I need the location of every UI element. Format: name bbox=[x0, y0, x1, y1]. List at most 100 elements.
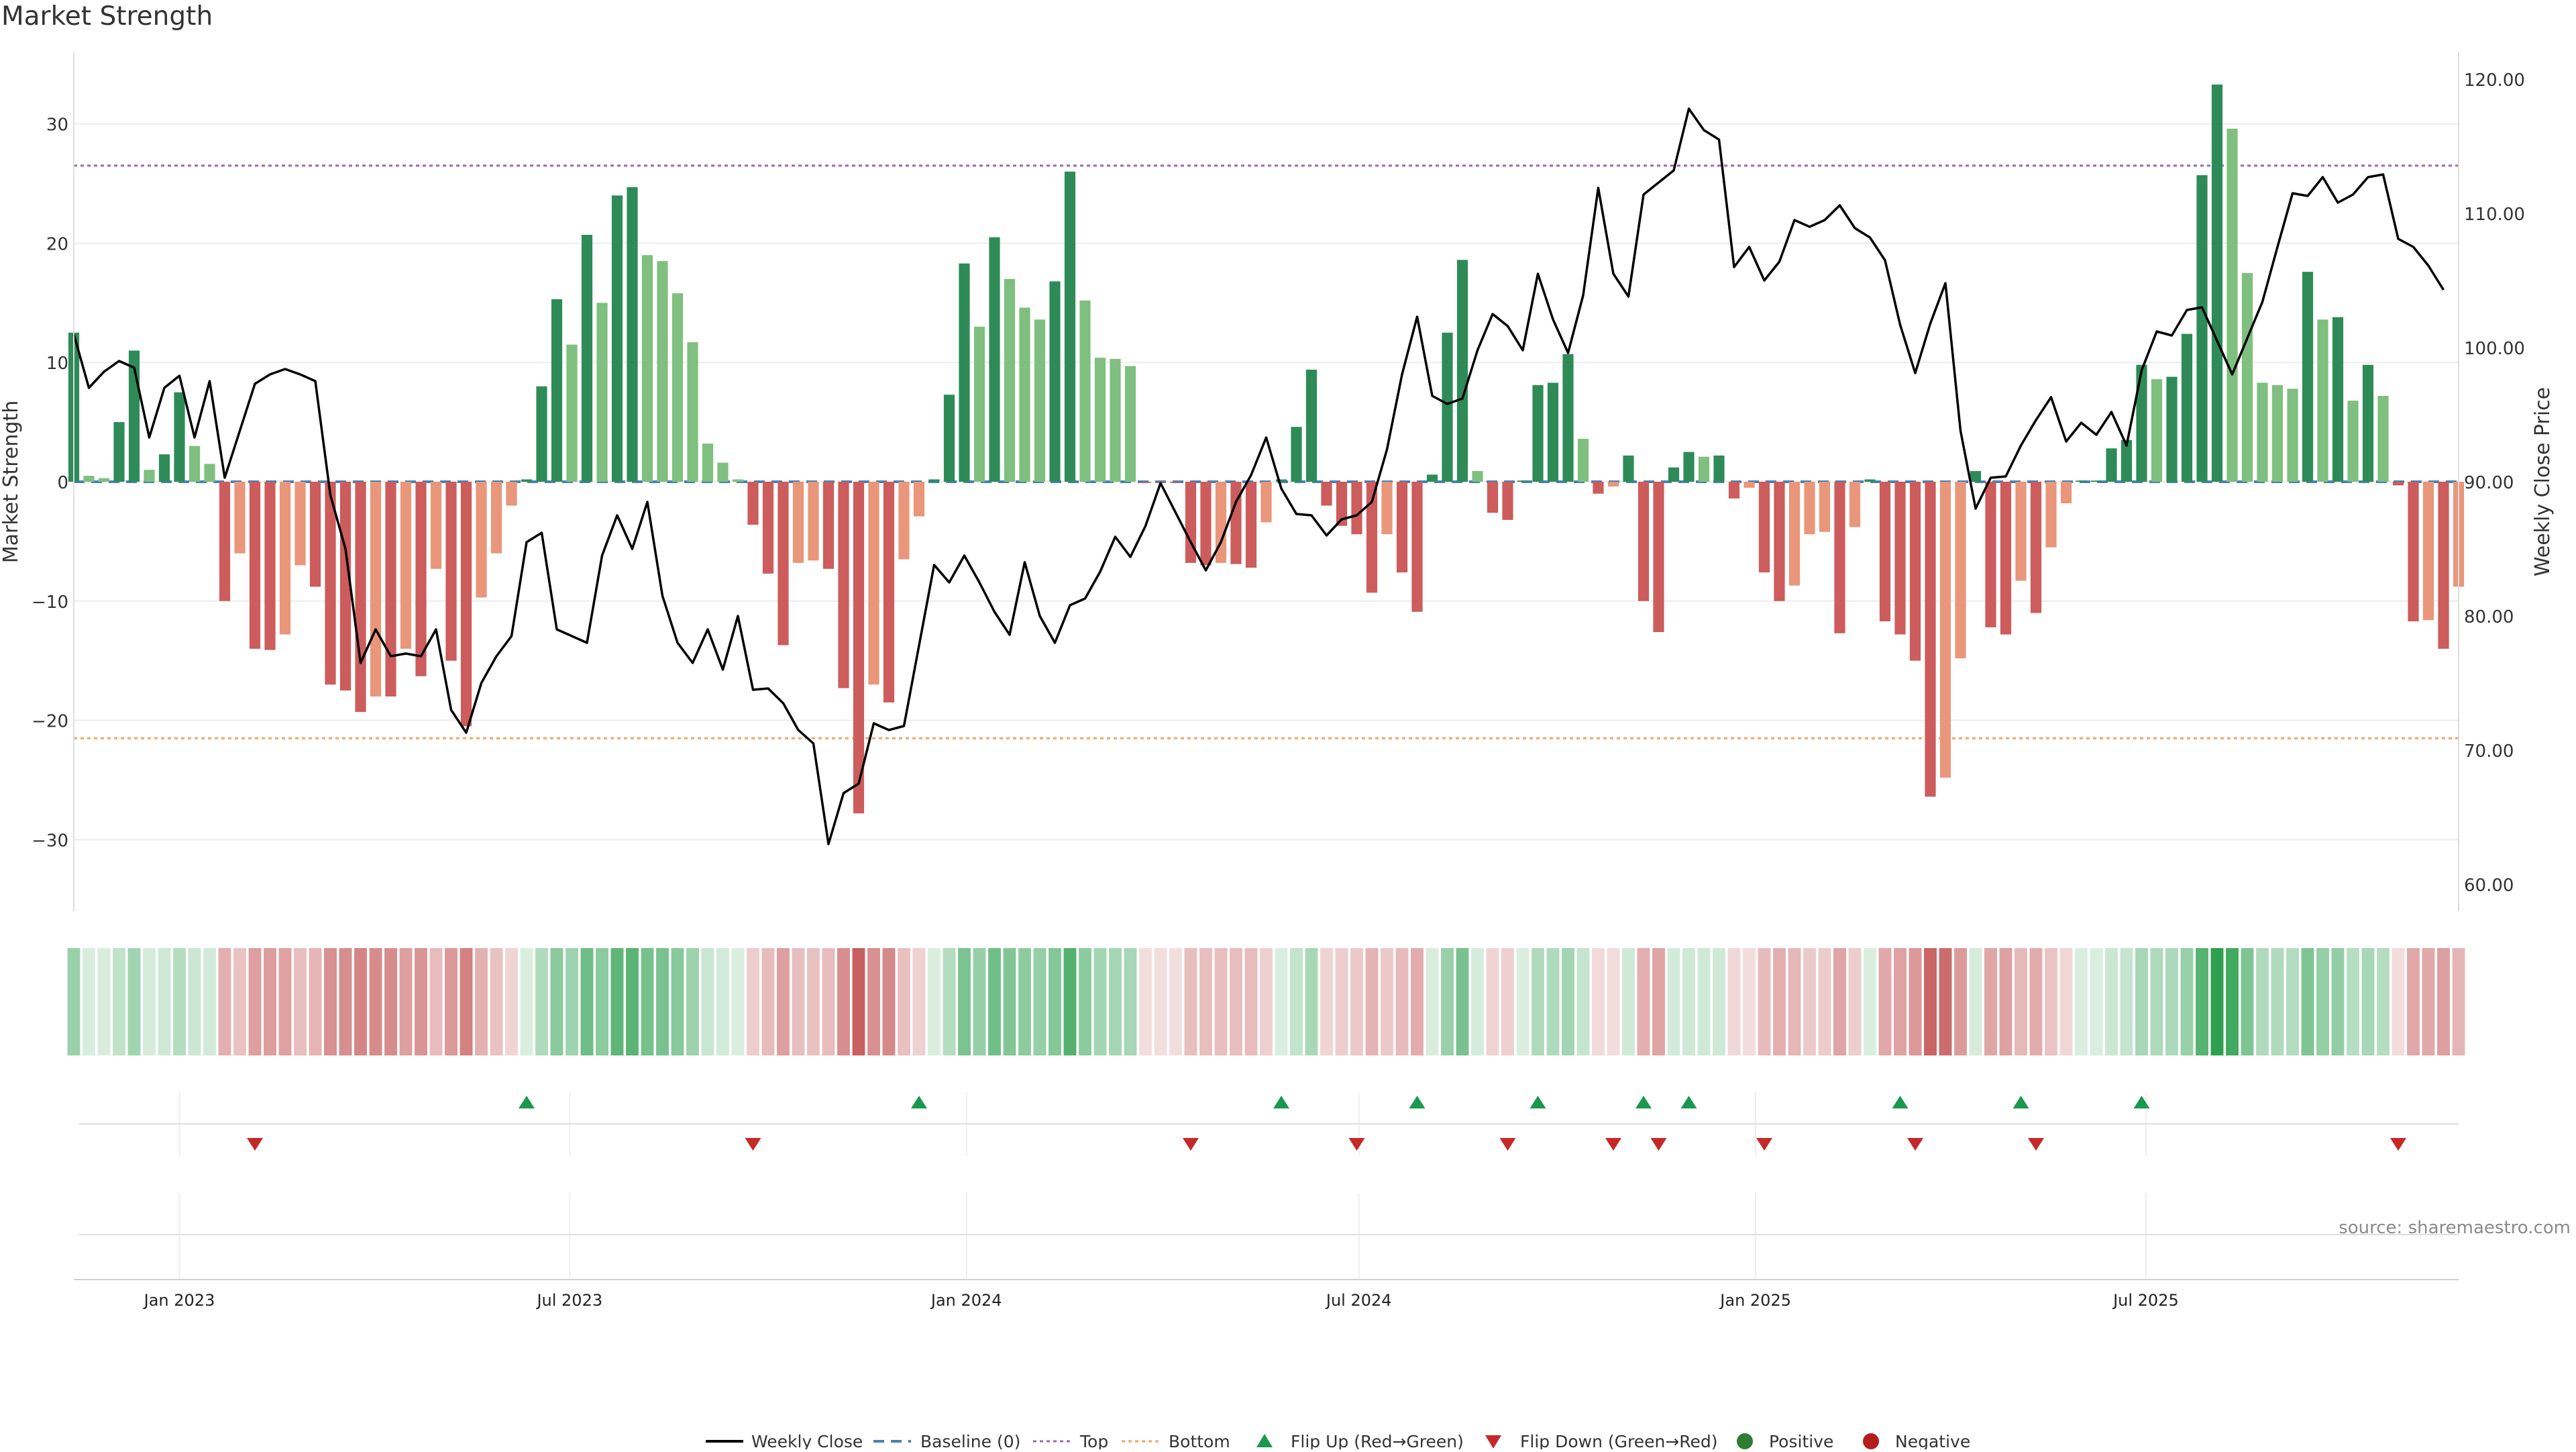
strength-bar bbox=[1170, 482, 1181, 483]
strength-heat-strip bbox=[67, 948, 2465, 1055]
heat-cell bbox=[2210, 948, 2224, 1055]
strength-bar bbox=[1532, 385, 1544, 482]
strength-bar bbox=[2060, 482, 2072, 503]
strength-bar bbox=[2287, 388, 2298, 482]
legend-label-flip-down: Flip Down (Green→Red) bbox=[1520, 1432, 1718, 1449]
strength-bar bbox=[611, 195, 623, 482]
heat-cell bbox=[2422, 948, 2435, 1055]
strength-bar bbox=[1411, 482, 1423, 612]
strength-bar bbox=[717, 462, 729, 482]
bottom-panel: Jan 2023 Jul 2023 Jan 2024 Jul 2024 Jan 2025… bbox=[74, 1193, 2459, 1310]
strength-bar bbox=[2377, 396, 2389, 482]
heat-cell bbox=[807, 948, 820, 1055]
heat-cell bbox=[1350, 948, 1363, 1055]
strength-bar bbox=[1321, 482, 1332, 506]
xtick-label: Jul 2025 bbox=[2112, 1291, 2179, 1310]
strength-bar bbox=[2211, 85, 2223, 482]
strength-bar bbox=[1804, 482, 1815, 535]
ytick-label-right: 120.00 bbox=[2464, 70, 2525, 91]
legend-flip-up-symbol bbox=[1256, 1434, 1273, 1447]
heat-cell bbox=[641, 948, 654, 1055]
strength-bar bbox=[1758, 482, 1770, 573]
heat-cell bbox=[490, 948, 503, 1055]
legend-label-top: Top bbox=[1079, 1432, 1108, 1449]
strength-bar bbox=[777, 482, 789, 645]
heat-cell bbox=[535, 948, 548, 1055]
heat-cell bbox=[1743, 948, 1756, 1055]
strength-bar bbox=[1607, 482, 1619, 487]
heat-cell bbox=[837, 948, 850, 1055]
strength-bar bbox=[792, 482, 804, 563]
heat-cell bbox=[1320, 948, 1333, 1055]
heat-cell bbox=[384, 948, 397, 1055]
strength-bar bbox=[2076, 480, 2087, 482]
heat-cell bbox=[1984, 948, 1997, 1055]
strength-bar bbox=[1215, 482, 1227, 563]
strength-bar bbox=[2241, 272, 2253, 482]
strength-bar bbox=[370, 482, 382, 696]
heat-cell bbox=[143, 948, 156, 1055]
strength-bar bbox=[1819, 482, 1831, 532]
heat-cell bbox=[701, 948, 714, 1055]
strength-bar bbox=[868, 482, 879, 685]
heat-cell bbox=[1335, 948, 1348, 1055]
strength-bar bbox=[1396, 482, 1408, 573]
strength-bar bbox=[883, 482, 895, 703]
heat-cell bbox=[1230, 948, 1242, 1055]
heat-cell bbox=[1411, 948, 1424, 1055]
heat-cell bbox=[747, 948, 759, 1055]
heat-cell bbox=[1093, 948, 1107, 1055]
strength-bar bbox=[1894, 482, 1906, 635]
heat-cell bbox=[2075, 948, 2088, 1055]
heat-cell bbox=[2059, 948, 2073, 1055]
strength-bar bbox=[2347, 401, 2359, 482]
heat-cell bbox=[1365, 948, 1379, 1055]
strength-bar bbox=[521, 479, 533, 482]
strength-bar bbox=[1683, 452, 1695, 482]
heat-cell bbox=[2241, 948, 2254, 1055]
strength-bar bbox=[1925, 482, 1936, 797]
heat-cell bbox=[1456, 948, 1469, 1055]
strength-bar bbox=[400, 482, 412, 649]
heat-cell bbox=[2437, 948, 2450, 1055]
flip-up-marker bbox=[911, 1096, 927, 1108]
flip-down-marker bbox=[1348, 1138, 1365, 1151]
heat-cell bbox=[1818, 948, 1831, 1055]
strength-bar bbox=[1517, 480, 1529, 482]
heat-cell bbox=[2090, 948, 2103, 1055]
heat-cell bbox=[97, 948, 111, 1055]
strength-bar bbox=[460, 482, 472, 727]
heat-cell bbox=[2392, 948, 2405, 1055]
heat-cell bbox=[928, 948, 941, 1055]
strength-bar bbox=[566, 344, 578, 482]
strength-bar bbox=[913, 482, 925, 517]
heat-cell bbox=[943, 948, 956, 1055]
strength-bar bbox=[1623, 455, 1634, 482]
heat-cell bbox=[2029, 948, 2043, 1055]
heat-cell bbox=[1501, 948, 1514, 1055]
ytick-label-right: 90.00 bbox=[2464, 473, 2514, 493]
strength-bar bbox=[113, 422, 125, 482]
heat-cell bbox=[1532, 948, 1544, 1055]
strength-bar bbox=[1019, 307, 1030, 482]
heat-cell bbox=[2105, 948, 2118, 1055]
strength-bar bbox=[747, 482, 759, 525]
xtick-label: Jul 2023 bbox=[535, 1291, 602, 1310]
strength-bar bbox=[98, 478, 110, 482]
strength-bar bbox=[1502, 482, 1513, 520]
flip-up-marker bbox=[2133, 1096, 2150, 1108]
heat-cell bbox=[792, 948, 805, 1055]
heat-cell bbox=[777, 948, 790, 1055]
strength-bar bbox=[249, 482, 261, 649]
strength-bar bbox=[2166, 376, 2178, 482]
close-line-layer bbox=[72, 107, 2445, 845]
strength-bar bbox=[2362, 364, 2374, 482]
flip-up-marker bbox=[519, 1096, 535, 1108]
heat-cell bbox=[671, 948, 684, 1055]
strength-bar bbox=[309, 482, 321, 587]
heat-cell bbox=[1546, 948, 1560, 1055]
strength-bar bbox=[415, 482, 427, 676]
heat-cell bbox=[1713, 948, 1725, 1055]
heat-cell bbox=[822, 948, 835, 1055]
heat-cell bbox=[1169, 948, 1182, 1055]
